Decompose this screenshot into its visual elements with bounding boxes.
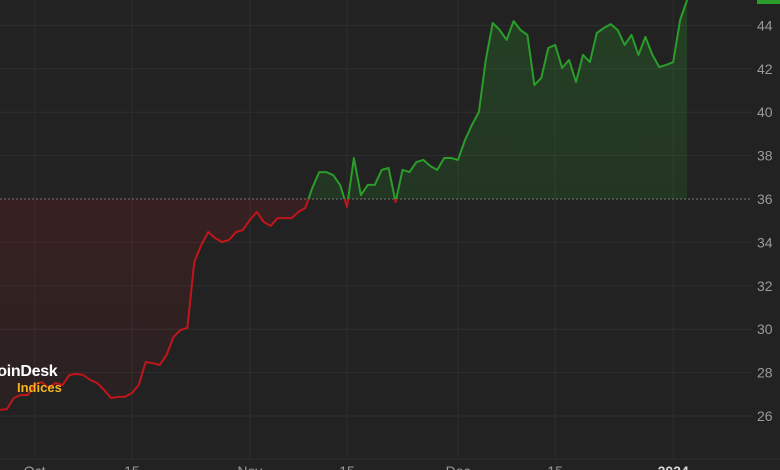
y-tick-label: 32 — [757, 278, 773, 294]
y-tick-label: 38 — [757, 148, 773, 164]
x-tick-label: 15 — [547, 463, 563, 470]
logo-line1: CoinDesk — [0, 363, 58, 380]
y-tick-label: 36 — [757, 191, 773, 207]
y-tick-label: 40 — [757, 104, 773, 120]
y-tick-label: 44 — [757, 17, 773, 33]
y-tick-label: 26 — [757, 408, 773, 424]
y-tick-label: 28 — [757, 365, 773, 381]
price-line-down — [0, 199, 398, 411]
x-tick-label: 2024 — [658, 463, 689, 470]
x-tick-label: Dec — [446, 463, 471, 470]
x-tick-label: 15 — [339, 463, 355, 470]
x-tick-label: Oct — [24, 463, 46, 470]
current-price-tag — [757, 0, 780, 4]
area-fill-up — [0, 0, 688, 199]
x-tick-label: 15 — [124, 463, 140, 470]
coindesk-indices-logo: CoinDesk Indices — [0, 363, 62, 395]
y-tick-label: 34 — [757, 234, 773, 250]
price-line-up — [307, 0, 689, 199]
x-tick-label: Nov — [237, 463, 262, 470]
y-tick-label: 42 — [757, 61, 773, 77]
area-fill-down — [0, 199, 688, 410]
logo-line2: Indices — [17, 380, 62, 395]
y-tick-label: 30 — [757, 321, 773, 337]
